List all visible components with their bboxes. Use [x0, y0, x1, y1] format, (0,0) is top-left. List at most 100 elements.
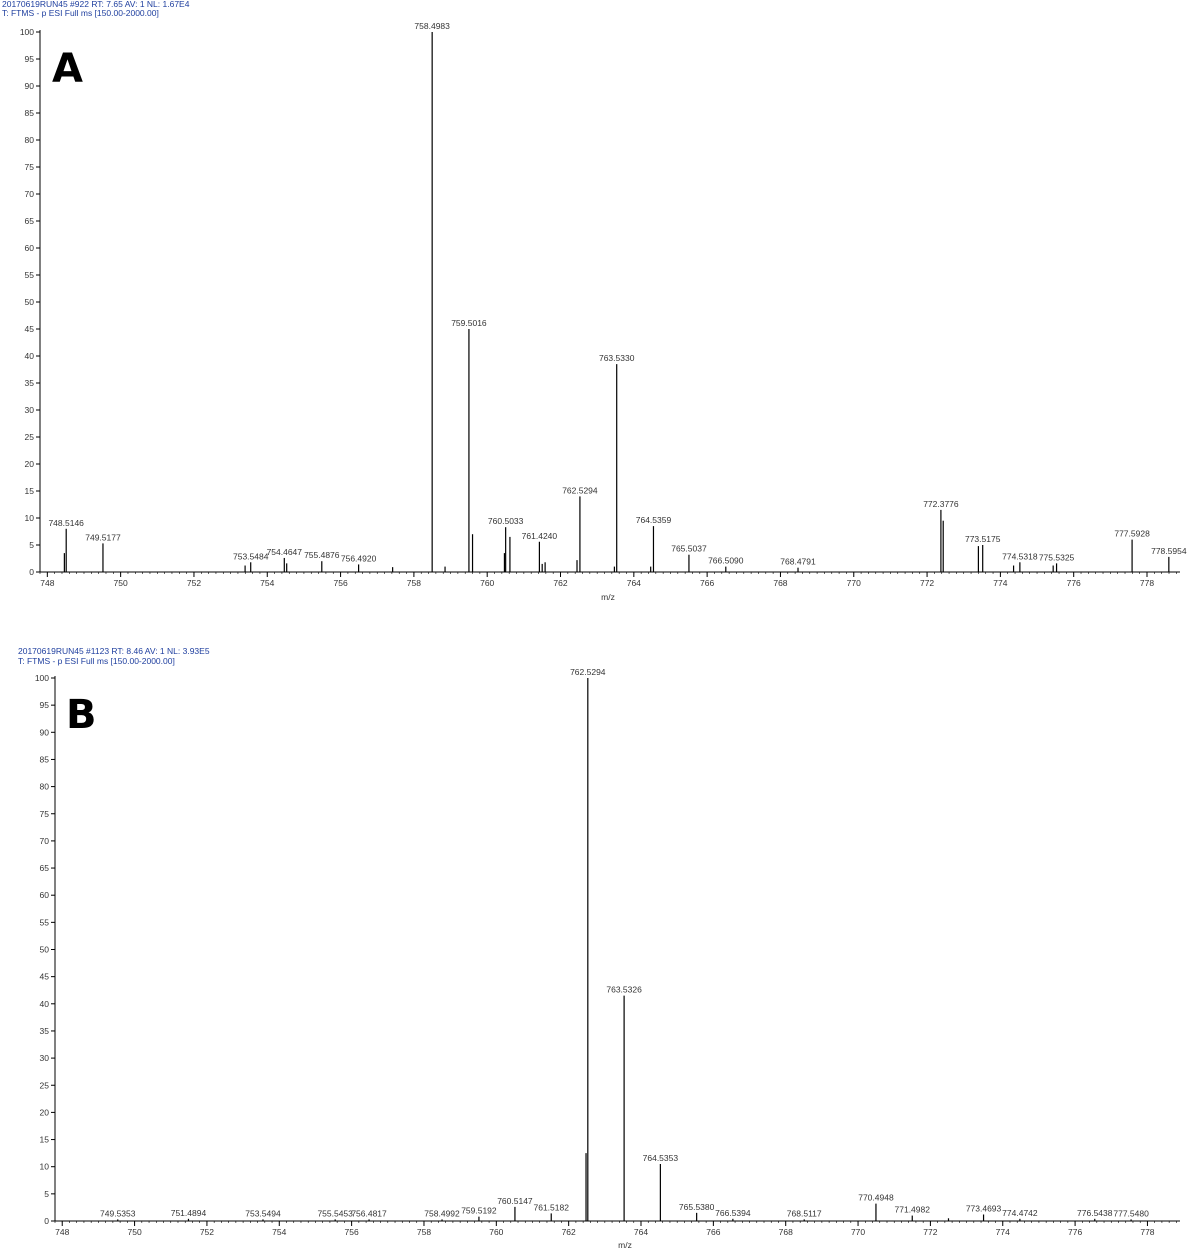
panel-b-y-tick-label: 85 [40, 754, 50, 764]
panel-a-y-tick-label: 45 [25, 324, 35, 334]
panel-a-peak-label: 762.5294 [562, 485, 598, 495]
panel-a-peak-label: 778.5954 [1151, 546, 1187, 556]
panel-b-x-tick-label: 774 [996, 1227, 1010, 1237]
panel-a-y-tick-label: 10 [25, 513, 35, 523]
panel-b-x-tick-label: 764 [634, 1227, 648, 1237]
panel-b-x-tick-label: 776 [1068, 1227, 1082, 1237]
panel-b-y-tick-label: 5 [44, 1189, 49, 1199]
panel-a-peak-label: 755.4876 [304, 550, 340, 560]
panel-b-y-tick-label: 55 [40, 917, 50, 927]
panel-a-y-tick-label: 20 [25, 459, 35, 469]
panel-b-y-tick-label: 40 [40, 999, 50, 1009]
panel-a-x-tick-label: 756 [333, 578, 347, 588]
panel-a-y-tick-label: 5 [29, 540, 34, 550]
panel-b-x-tick-label: 758 [417, 1227, 431, 1237]
panel-b-peak-label: 755.5453 [317, 1208, 353, 1218]
panel-a-y-tick-label: 15 [25, 486, 35, 496]
panel-a-x-tick-label: 770 [847, 578, 861, 588]
panel-b-plot: 748 750 752 754 756 758 760 762 764 766 768 770 772 7… [35, 667, 1180, 1237]
panel-b-x-tick-label: 770 [851, 1227, 865, 1237]
panel-a-label: A [52, 46, 83, 92]
panel-a-peak-label: 759.5016 [451, 318, 487, 328]
panel-b-y-tick-label: 70 [40, 836, 50, 846]
panel-b-y-tick-label: 35 [40, 1026, 50, 1036]
panel-a-peak-label: 748.5146 [48, 518, 84, 528]
panel-b-peak-label: 776.5438 [1077, 1208, 1113, 1218]
panel-a-y-tick-label: 55 [25, 270, 35, 280]
panel-b-peak-label: 764.5353 [643, 1153, 679, 1163]
panel-a-x-tick-label: 758 [407, 578, 421, 588]
panel-b-x-tick-label: 768 [779, 1227, 793, 1237]
panel-b-peak-label: 771.4982 [895, 1205, 931, 1215]
panel-a-y-tick-label: 70 [25, 189, 35, 199]
panel-b-x-tick-label: 752 [200, 1227, 214, 1237]
panel-b-y-tick-label: 60 [40, 890, 50, 900]
panel-b-y-tick-label: 95 [40, 700, 50, 710]
panel-a-header-line1: 20170619RUN45 #922 RT: 7.65 AV: 1 NL: 1.… [2, 0, 190, 9]
panel-b-peak-label: 753.5494 [245, 1208, 281, 1218]
panel-a-peak-label: 749.5177 [85, 532, 121, 542]
panel-a-x-tick-label: 774 [993, 578, 1007, 588]
panel-b-x-tick-label: 754 [272, 1227, 286, 1237]
panel-a-y-tick-label: 100 [20, 27, 34, 37]
panel-b-peak-label: 749.5353 [100, 1208, 136, 1218]
panel-b-peak-label: 763.5326 [606, 985, 642, 995]
panel-b-y-tick-label: 80 [40, 782, 50, 792]
panel-a-peak-label: 774.5318 [1002, 551, 1038, 561]
panel-b-x-tick-label: 778 [1140, 1227, 1154, 1237]
panel-a-peak-label: 764.5359 [636, 515, 672, 525]
panel-b-peak-label: 762.5294 [570, 667, 606, 677]
panel-a-peak-label: 754.4647 [267, 547, 303, 557]
panel-a-peak-label: 773.5175 [965, 534, 1001, 544]
panel-a-peak-label: 760.5033 [488, 516, 524, 526]
panel-a-x-tick-label: 776 [1067, 578, 1081, 588]
panel-b-peak-label: 766.5394 [715, 1208, 751, 1218]
panel-b-y-tick-label: 45 [40, 972, 50, 982]
panel-a-x-tick-label: 748 [40, 578, 54, 588]
panel-b-peak-label: 758.4992 [424, 1208, 460, 1218]
panel-b-peak-label: 756.4817 [351, 1208, 387, 1218]
panel-b-peak-label: 773.4693 [966, 1203, 1002, 1213]
panel-b-peak-label: 761.5182 [534, 1202, 570, 1212]
panel-a-x-tick-label: 764 [627, 578, 641, 588]
panel-a-y-tick-label: 60 [25, 243, 35, 253]
panel-b-x-tick-label: 756 [345, 1227, 359, 1237]
panel-a-peak-label: 758.4983 [414, 21, 450, 31]
panel-b-peak-label: 751.4894 [171, 1208, 207, 1218]
panel-b-y-tick-label: 20 [40, 1107, 50, 1117]
panel-a-y-tick-label: 90 [25, 81, 35, 91]
panel-b-header-line2: T: FTMS - p ESI Full ms [150.00-2000.00] [18, 656, 175, 666]
panel-b-peak-label: 760.5147 [497, 1196, 533, 1206]
panel-b-y-tick-label: 75 [40, 809, 50, 819]
panel-b-header-line1: 20170619RUN45 #1123 RT: 8.46 AV: 1 NL: 3… [18, 646, 210, 656]
panel-b-y-tick-label: 10 [40, 1162, 50, 1172]
panel-a-y-tick-label: 35 [25, 378, 35, 388]
panel-a-xaxis-label: m/z [601, 592, 615, 602]
panel-b-y-tick-label: 0 [44, 1216, 49, 1226]
panel-a-x-tick-label: 768 [773, 578, 787, 588]
panel-b-x-tick-label: 750 [127, 1227, 141, 1237]
panel-b-y-tick-label: 100 [35, 673, 49, 683]
panel-b-y-tick-label: 50 [40, 945, 50, 955]
panel-b-peak-label: 770.4948 [858, 1193, 894, 1203]
panel-a-peak-label: 772.3776 [923, 499, 959, 509]
panel-a-y-tick-label: 40 [25, 351, 35, 361]
panel-b-peak-label: 768.5117 [787, 1208, 822, 1218]
panel-a-y-tick-label: 50 [25, 297, 35, 307]
panel-a-x-tick-label: 760 [480, 578, 494, 588]
panel-b-peak-label: 777.5480 [1113, 1208, 1149, 1218]
panel-b-x-tick-label: 762 [562, 1227, 576, 1237]
panel-a-x-tick-label: 762 [553, 578, 567, 588]
panel-a-peak-label: 768.4791 [780, 557, 816, 567]
panel-a-y-tick-label: 25 [25, 432, 35, 442]
panel-b-x-tick-label: 760 [489, 1227, 503, 1237]
panel-b-peak-label: 759.5192 [461, 1206, 497, 1216]
panel-a-y-tick-label: 80 [25, 135, 35, 145]
panel-a-x-tick-label: 750 [114, 578, 128, 588]
panel-a-x-tick-label: 778 [1140, 578, 1154, 588]
panel-b-peak-label: 774.4742 [1002, 1208, 1038, 1218]
panel-a-x-tick-label: 752 [187, 578, 201, 588]
panel-a-plot: 748 750 752 754 756 758 760 762 764 766 768 770 772 7… [20, 21, 1187, 588]
panel-a-peak-label: 756.4920 [341, 553, 377, 563]
